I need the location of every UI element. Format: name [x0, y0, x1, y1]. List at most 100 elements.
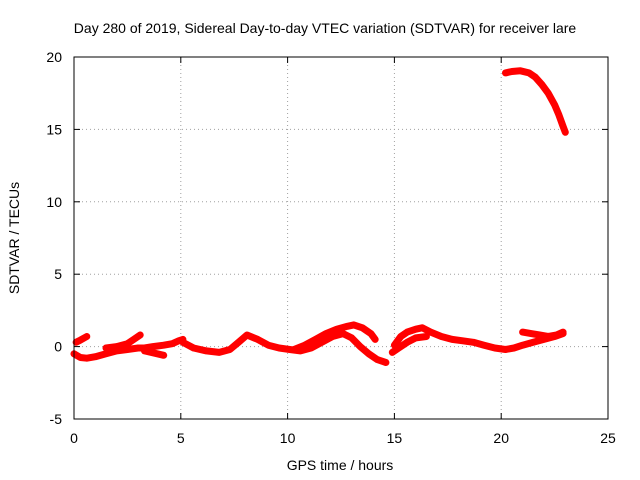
data-point [525, 69, 532, 76]
data-point [481, 342, 488, 349]
data-point [382, 359, 389, 366]
data-point [470, 339, 477, 346]
data-point [323, 330, 330, 337]
data-point [103, 345, 110, 352]
data-point [77, 337, 84, 344]
data-point [491, 345, 498, 352]
data-point [372, 336, 379, 343]
y-tick-label: -5 [50, 411, 63, 427]
data-point [83, 355, 90, 362]
data-point [551, 101, 558, 108]
data-point [265, 342, 272, 349]
data-point [423, 333, 430, 340]
data-point [203, 347, 210, 354]
data-point [77, 354, 84, 361]
data-series-sdtvar [70, 67, 569, 366]
x-tick-label: 20 [493, 430, 509, 446]
data-point [419, 324, 426, 331]
data-point [438, 333, 445, 340]
data-point [348, 334, 355, 341]
data-point [508, 68, 515, 75]
data-point [216, 349, 223, 356]
y-tick-label: 10 [46, 194, 62, 210]
data-point [308, 345, 315, 352]
data-point [160, 342, 167, 349]
y-tick-label: 20 [46, 49, 62, 65]
data-point [560, 329, 567, 336]
data-point [137, 332, 144, 339]
data-point [412, 326, 419, 333]
data-point [367, 330, 374, 337]
data-point [130, 336, 137, 343]
data-point [147, 349, 154, 356]
data-point [560, 123, 567, 130]
data-point [536, 332, 543, 339]
data-point [538, 81, 545, 88]
data-point [124, 340, 131, 347]
data-point [545, 333, 552, 340]
data-point [553, 332, 560, 339]
data-point [517, 67, 524, 74]
data-point [397, 333, 404, 340]
y-tick-label: 0 [54, 339, 62, 355]
x-tick-label: 0 [70, 430, 78, 446]
data-point [103, 350, 110, 357]
data-point [449, 336, 456, 343]
data-point [374, 356, 381, 363]
data-point [160, 352, 167, 359]
data-point [555, 111, 562, 118]
x-tick-label: 10 [280, 430, 296, 446]
data-point [365, 350, 372, 357]
data-point [344, 323, 351, 330]
data-point [404, 339, 411, 346]
data-point [92, 353, 99, 360]
data-point [190, 345, 197, 352]
data-point [276, 345, 283, 352]
data-point [150, 343, 157, 350]
data-point [318, 339, 325, 346]
data-point [135, 345, 142, 352]
x-tick-label: 25 [600, 430, 616, 446]
data-point [301, 342, 308, 349]
x-tick-label: 15 [387, 430, 403, 446]
data-point [340, 330, 347, 337]
data-point [141, 347, 148, 354]
data-point [528, 330, 535, 337]
data-point [562, 129, 569, 136]
y-tick-label: 5 [54, 266, 62, 282]
data-point [357, 343, 364, 350]
series-segment [141, 347, 168, 359]
y-axis-title: SDTVAR / TECUs [6, 182, 22, 294]
data-point [412, 334, 419, 341]
data-point [530, 339, 537, 346]
data-point [83, 333, 90, 340]
plot-frame [73, 56, 609, 420]
series-segment [290, 321, 379, 353]
data-point [113, 343, 120, 350]
data-point [519, 342, 526, 349]
data-point [389, 349, 396, 356]
data-point [532, 74, 539, 81]
y-tick-label: 15 [46, 121, 62, 137]
data-point [404, 329, 411, 336]
data-point [545, 90, 552, 97]
data-point [169, 340, 176, 347]
data-point [427, 329, 434, 336]
data-point [350, 321, 357, 328]
data-point [244, 332, 251, 339]
data-point [226, 346, 233, 353]
data-point [519, 329, 526, 336]
data-point [312, 336, 319, 343]
data-point [395, 345, 402, 352]
data-point [502, 69, 509, 76]
data-point [502, 346, 509, 353]
x-axis-title: GPS time / hours [287, 457, 394, 473]
x-tick-label: 5 [177, 430, 185, 446]
axis-ticks: 0 5 10 15 20 25 -5 0 5 10 15 20 [46, 49, 616, 446]
data-point [124, 346, 131, 353]
data-point [235, 339, 242, 346]
data-point [179, 339, 186, 346]
data-point [333, 326, 340, 333]
